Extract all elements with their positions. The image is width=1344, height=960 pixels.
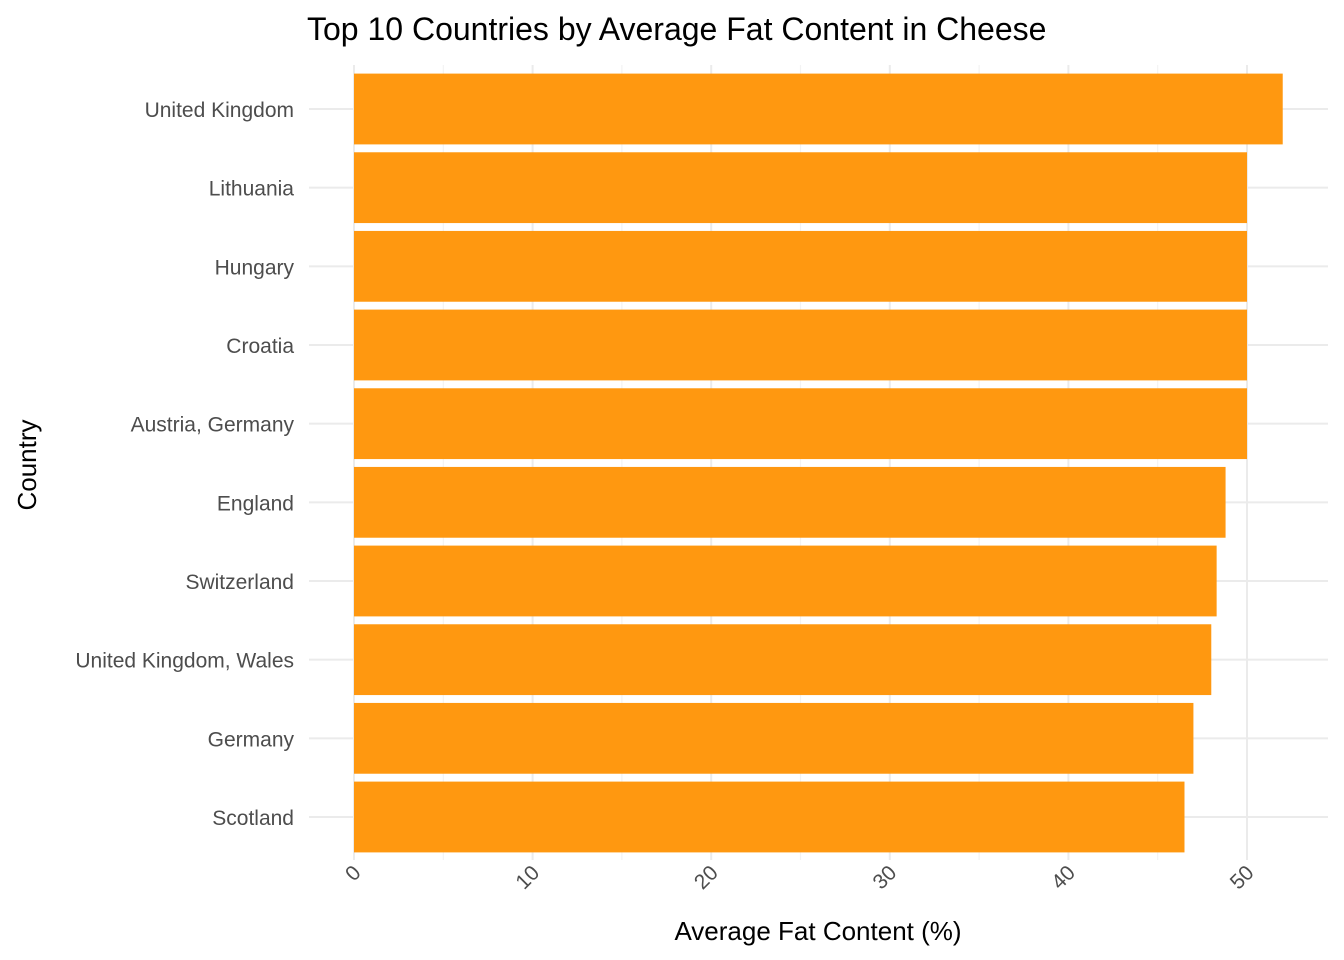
x-tick-label: 0: [341, 861, 366, 886]
y-tick-label: Switzerland: [185, 571, 294, 594]
y-axis-ticks: United Kingdom Lithuania Hungary Croatia Aus…: [75, 99, 294, 830]
bars: [354, 73, 1283, 853]
x-tick-label: 30: [869, 861, 902, 894]
x-tick-label: 20: [690, 861, 723, 894]
bar: [354, 152, 1247, 224]
x-axis-title: Average Fat Content (%): [674, 916, 961, 946]
y-tick-label: Croatia: [226, 335, 294, 358]
x-tick-label: 10: [511, 861, 544, 894]
y-tick-label: Lithuania: [209, 178, 295, 201]
bar: [354, 545, 1217, 617]
bar: [354, 781, 1185, 853]
y-axis-title: Country: [12, 419, 42, 510]
chart-title: Top 10 Countries by Average Fat Content …: [307, 11, 1046, 47]
x-tick-label: 40: [1047, 861, 1080, 894]
y-tick-label: Scotland: [212, 807, 294, 830]
y-tick-label: United Kingdom, Wales: [75, 650, 294, 673]
bar: [354, 388, 1247, 460]
y-tick-label: United Kingdom: [145, 99, 294, 122]
bar: [354, 624, 1212, 696]
bar: [354, 702, 1194, 774]
y-tick-label: Austria, Germany: [131, 414, 295, 437]
x-axis-ticks: 0 10 20 30 40 50: [341, 861, 1259, 894]
bar: [354, 73, 1283, 145]
bar: [354, 309, 1247, 381]
x-tick-label: 50: [1226, 861, 1259, 894]
y-tick-label: England: [217, 492, 294, 515]
bar: [354, 466, 1226, 538]
bar: [354, 230, 1247, 302]
y-tick-label: Hungary: [215, 256, 295, 279]
y-tick-label: Germany: [208, 728, 295, 751]
